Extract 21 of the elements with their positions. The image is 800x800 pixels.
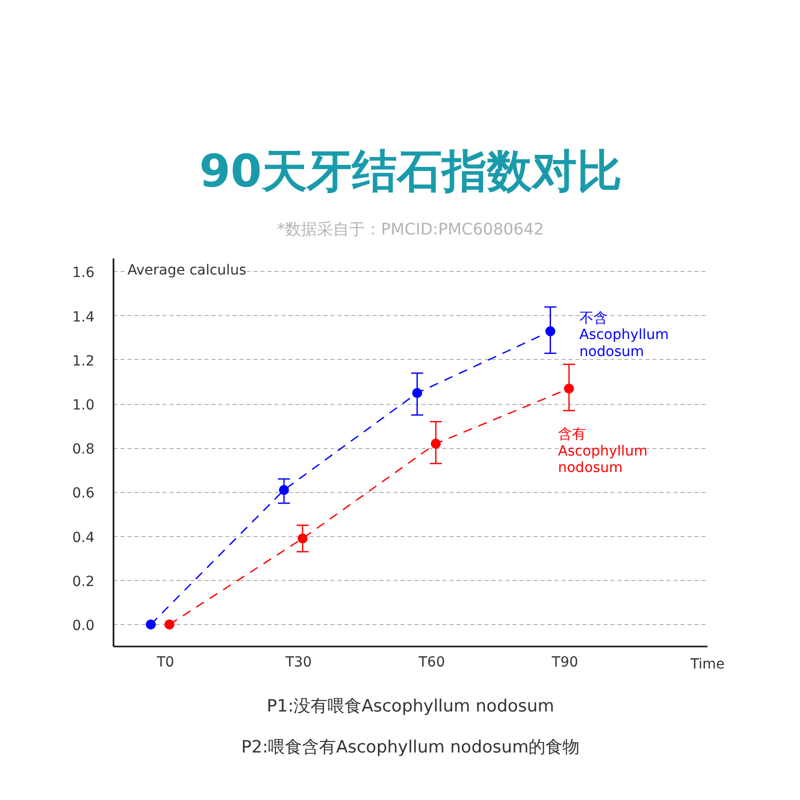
x-tick-label: T60 bbox=[418, 654, 445, 670]
y-tick-label: 1.0 bbox=[72, 398, 94, 414]
text: P2:喂食含有Ascophyllum nodosum的食物 bbox=[241, 738, 580, 758]
y-tick-label: 1.4 bbox=[72, 309, 95, 326]
y-tick-label: 1.2 bbox=[72, 353, 94, 370]
text: P1:没有喂食Ascophyllum nodosum bbox=[266, 696, 554, 716]
series-label: 不含 Ascophyllum nodosum bbox=[579, 310, 669, 360]
chart-subtitle: *数据采自于：PMCID:PMC6080642 bbox=[277, 220, 544, 238]
y-tick-label: 0.6 bbox=[72, 486, 95, 502]
y-tick-label: 0.4 bbox=[72, 530, 95, 546]
chart-title: 90天牙结石指数对比 bbox=[199, 144, 622, 198]
text: 含有 Ascophyllum nodosum bbox=[558, 426, 648, 476]
y-axis-title: Average calculus bbox=[128, 262, 246, 278]
x-tick-label: T30 bbox=[284, 654, 312, 670]
y-tick-label: 0.8 bbox=[72, 442, 94, 458]
y-tick-label: 0.0 bbox=[72, 618, 94, 634]
y-tick-label: 0.2 bbox=[72, 574, 94, 590]
x-tick-label: T0 bbox=[156, 654, 174, 670]
y-tick-label: 1.6 bbox=[72, 265, 95, 282]
x-tick-label: T90 bbox=[550, 654, 578, 670]
x-axis-title: Time bbox=[689, 656, 725, 672]
